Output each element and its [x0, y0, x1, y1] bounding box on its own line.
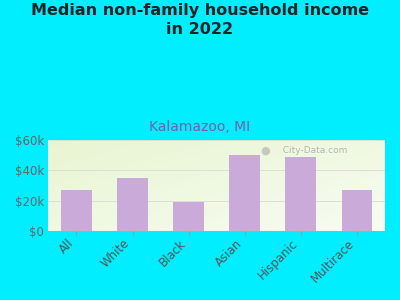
Bar — [342, 190, 372, 231]
Bar — [229, 155, 260, 231]
Text: Kalamazoo, MI: Kalamazoo, MI — [150, 120, 250, 134]
Bar — [61, 190, 92, 231]
Text: Median non-family household income
in 2022: Median non-family household income in 20… — [31, 3, 369, 37]
Text: City-Data.com: City-Data.com — [277, 146, 348, 155]
Bar — [173, 202, 204, 231]
Bar — [117, 178, 148, 231]
Bar — [286, 157, 316, 231]
Text: ●: ● — [260, 146, 270, 156]
